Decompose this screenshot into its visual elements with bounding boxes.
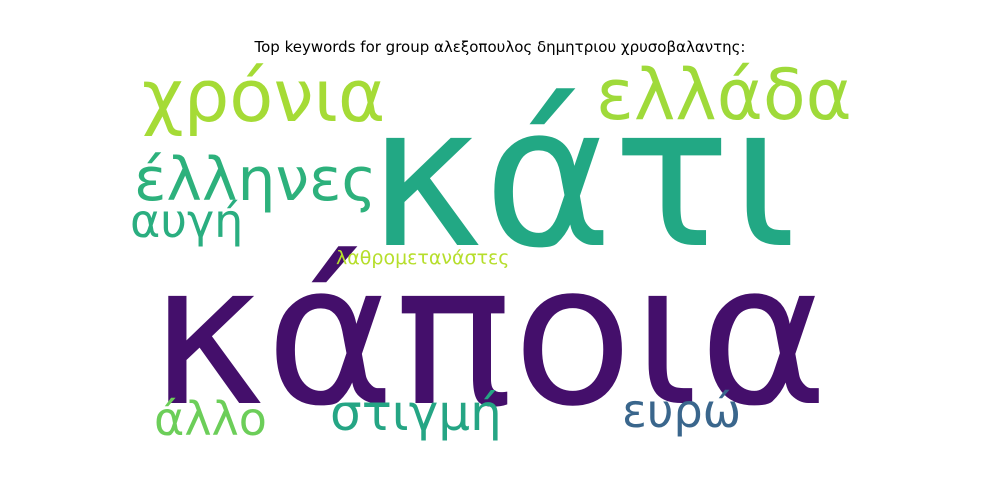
word-lathrometanastes: λαθρομετανάστες (336, 247, 510, 269)
word-evro: ευρώ (622, 384, 742, 438)
word-ellhnes: έλληνες (134, 145, 377, 215)
word-ellada: ελλάδα (596, 54, 852, 136)
word-kapoia: κάποια (150, 222, 829, 450)
word-avgh: αυγή (130, 194, 244, 248)
word-kati: κάτι (368, 64, 798, 292)
word-stigmh: στιγμή (330, 384, 502, 442)
word-xronia: χρόνια (142, 54, 386, 138)
chart-title: Top keywords for group αλεξοπουλος δημητ… (254, 38, 746, 56)
word-allo: άλλο (154, 392, 267, 446)
